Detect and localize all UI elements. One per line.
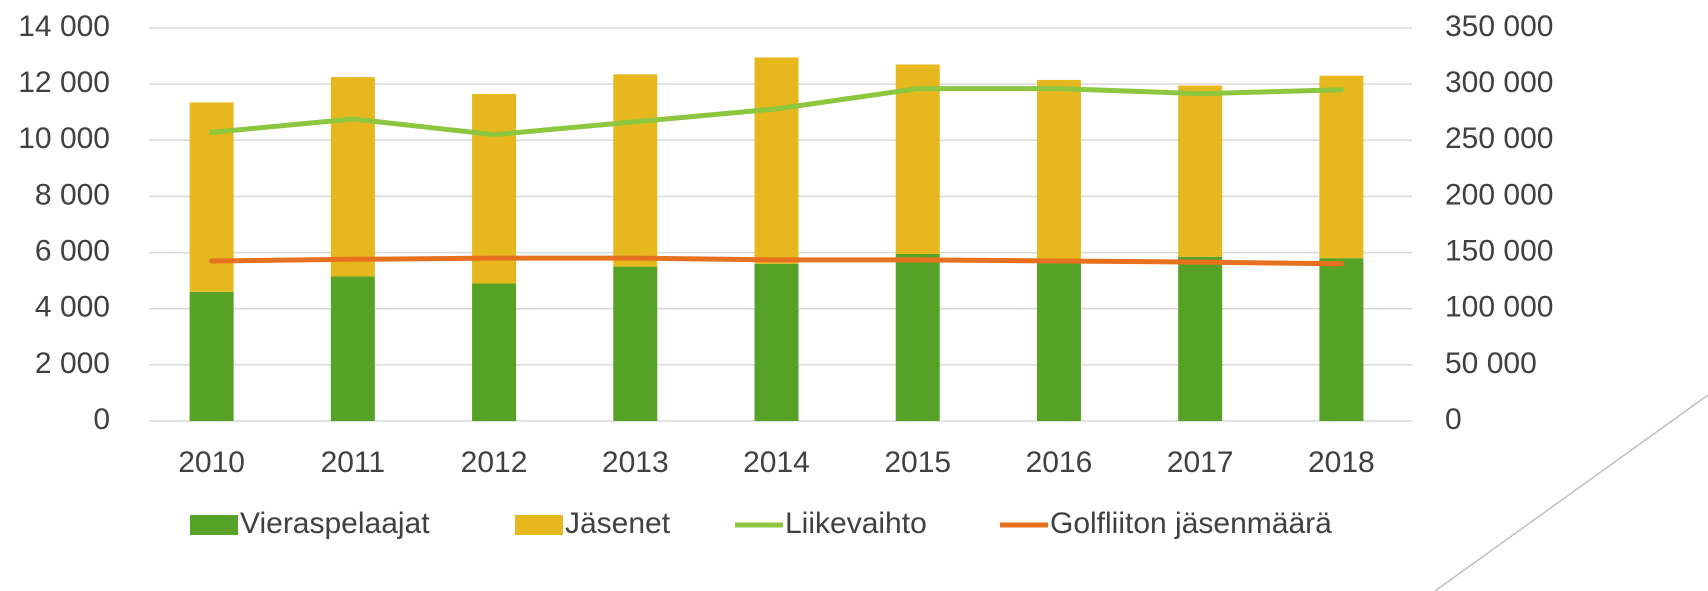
y2-tick-label: 100 000: [1445, 291, 1553, 324]
bar: [1036, 79, 1081, 263]
y2-tick-label: 200 000: [1445, 178, 1553, 211]
bar: [1178, 256, 1223, 421]
y-tick-label: 0: [93, 403, 110, 436]
y2-tick-label: 300 000: [1445, 66, 1553, 99]
line-series: [209, 86, 1344, 138]
bar: [613, 266, 658, 421]
x-tick-label: 2013: [602, 446, 669, 479]
x-tick-label: 2018: [1308, 446, 1375, 479]
y-tick-label: 4 000: [35, 291, 110, 324]
legend-label: Golfliiton jäsenmäärä: [1050, 507, 1332, 540]
legend-label: Vieraspelaajat: [240, 507, 430, 540]
bar: [895, 253, 940, 421]
bar: [613, 74, 658, 267]
bar: [1036, 262, 1081, 421]
y2-tick-label: 150 000: [1445, 234, 1553, 267]
bar: [1319, 258, 1364, 421]
legend-swatch: [515, 515, 563, 535]
bar: [472, 283, 517, 421]
legend-swatch: [190, 515, 238, 535]
bar: [189, 291, 234, 421]
line-series: [209, 255, 1344, 267]
y-tick-label: 8 000: [35, 178, 110, 211]
decoration-line: [1434, 394, 1708, 591]
y2-tick-label: 350 000: [1445, 10, 1553, 43]
y-tick-label: 12 000: [18, 66, 110, 99]
bar: [754, 263, 799, 421]
x-tick-label: 2017: [1167, 446, 1234, 479]
y-tick-label: 14 000: [18, 10, 110, 43]
x-tick-label: 2016: [1026, 446, 1093, 479]
legend-label: Jäsenet: [565, 507, 671, 540]
bar: [330, 77, 375, 277]
bar: [1178, 85, 1223, 257]
x-tick-label: 2014: [743, 446, 810, 479]
legend-label: Liikevaihto: [785, 507, 927, 540]
y2-tick-label: 250 000: [1445, 122, 1553, 155]
bar: [330, 276, 375, 421]
y-tick-label: 10 000: [18, 122, 110, 155]
bar: [1319, 75, 1364, 259]
x-tick-label: 2010: [178, 446, 245, 479]
x-tick-label: 2011: [321, 446, 386, 479]
y2-tick-label: 0: [1445, 403, 1462, 436]
y2-tick-label: 50 000: [1445, 347, 1537, 380]
bar: [472, 93, 517, 284]
x-tick-label: 2015: [884, 446, 951, 479]
y-tick-label: 2 000: [35, 347, 110, 380]
y-tick-label: 6 000: [35, 234, 110, 267]
bar: [754, 57, 799, 264]
x-tick-label: 2012: [461, 446, 528, 479]
bar: [895, 64, 940, 254]
